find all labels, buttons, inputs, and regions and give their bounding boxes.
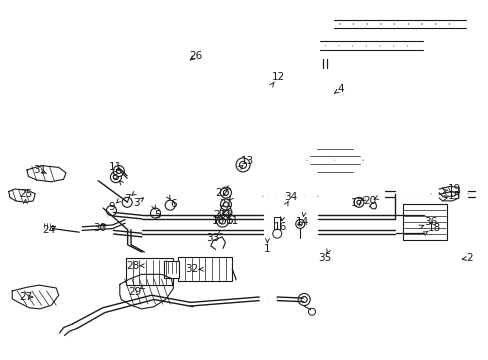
Bar bbox=[274, 217, 280, 231]
Text: 4: 4 bbox=[336, 84, 343, 94]
Text: 8: 8 bbox=[111, 171, 118, 181]
Circle shape bbox=[301, 297, 306, 302]
Text: 21: 21 bbox=[219, 199, 232, 210]
Text: 27: 27 bbox=[19, 292, 32, 302]
Circle shape bbox=[220, 199, 231, 210]
Text: 23: 23 bbox=[213, 210, 226, 220]
Circle shape bbox=[113, 166, 124, 176]
Text: 29: 29 bbox=[127, 287, 141, 297]
Text: 13: 13 bbox=[241, 156, 254, 166]
Circle shape bbox=[236, 158, 249, 172]
Circle shape bbox=[223, 190, 228, 195]
Circle shape bbox=[239, 161, 246, 168]
Text: 30: 30 bbox=[93, 222, 106, 233]
Text: 1: 1 bbox=[264, 244, 270, 255]
Circle shape bbox=[353, 197, 363, 207]
Circle shape bbox=[227, 219, 232, 224]
Text: 7: 7 bbox=[123, 194, 130, 204]
Circle shape bbox=[223, 210, 228, 215]
Text: 19: 19 bbox=[447, 184, 461, 194]
Text: 9: 9 bbox=[108, 202, 115, 212]
Text: 15: 15 bbox=[447, 191, 461, 201]
Text: 12: 12 bbox=[271, 72, 285, 82]
Text: 14: 14 bbox=[295, 217, 308, 228]
Circle shape bbox=[116, 168, 121, 174]
Text: 35: 35 bbox=[317, 253, 331, 264]
Circle shape bbox=[223, 202, 228, 207]
Text: 18: 18 bbox=[427, 222, 440, 233]
Bar bbox=[126, 258, 172, 285]
Text: 28: 28 bbox=[126, 261, 140, 271]
Circle shape bbox=[106, 206, 116, 216]
Text: 22: 22 bbox=[214, 188, 228, 198]
Text: 2: 2 bbox=[465, 253, 472, 263]
Circle shape bbox=[219, 218, 225, 224]
Text: 3: 3 bbox=[133, 198, 140, 208]
Circle shape bbox=[298, 222, 302, 226]
Circle shape bbox=[150, 208, 160, 218]
Text: 17: 17 bbox=[349, 198, 363, 208]
Text: 25: 25 bbox=[19, 189, 32, 199]
Circle shape bbox=[295, 219, 304, 228]
Circle shape bbox=[110, 172, 121, 183]
Bar bbox=[403, 204, 447, 240]
Circle shape bbox=[308, 308, 315, 315]
Circle shape bbox=[356, 200, 360, 204]
Text: 26: 26 bbox=[188, 51, 202, 61]
Text: 20: 20 bbox=[363, 196, 376, 206]
Circle shape bbox=[220, 206, 231, 219]
Circle shape bbox=[113, 175, 118, 180]
Text: 6: 6 bbox=[169, 199, 176, 209]
Text: 34: 34 bbox=[283, 192, 297, 202]
Text: 32: 32 bbox=[185, 264, 199, 274]
Text: 11: 11 bbox=[225, 216, 239, 226]
Text: 5: 5 bbox=[154, 210, 161, 220]
Circle shape bbox=[122, 197, 132, 207]
Circle shape bbox=[165, 200, 175, 210]
Circle shape bbox=[298, 293, 309, 306]
Text: 11: 11 bbox=[108, 162, 122, 172]
Text: 31: 31 bbox=[33, 165, 47, 175]
Bar bbox=[178, 257, 232, 281]
Text: 33: 33 bbox=[205, 233, 219, 243]
Text: 16: 16 bbox=[273, 222, 287, 232]
Bar bbox=[163, 261, 179, 278]
Circle shape bbox=[216, 215, 228, 227]
Text: 24: 24 bbox=[42, 225, 56, 235]
Circle shape bbox=[272, 229, 281, 238]
Text: 10: 10 bbox=[211, 216, 224, 226]
Circle shape bbox=[220, 187, 231, 198]
Text: 36: 36 bbox=[423, 217, 436, 228]
